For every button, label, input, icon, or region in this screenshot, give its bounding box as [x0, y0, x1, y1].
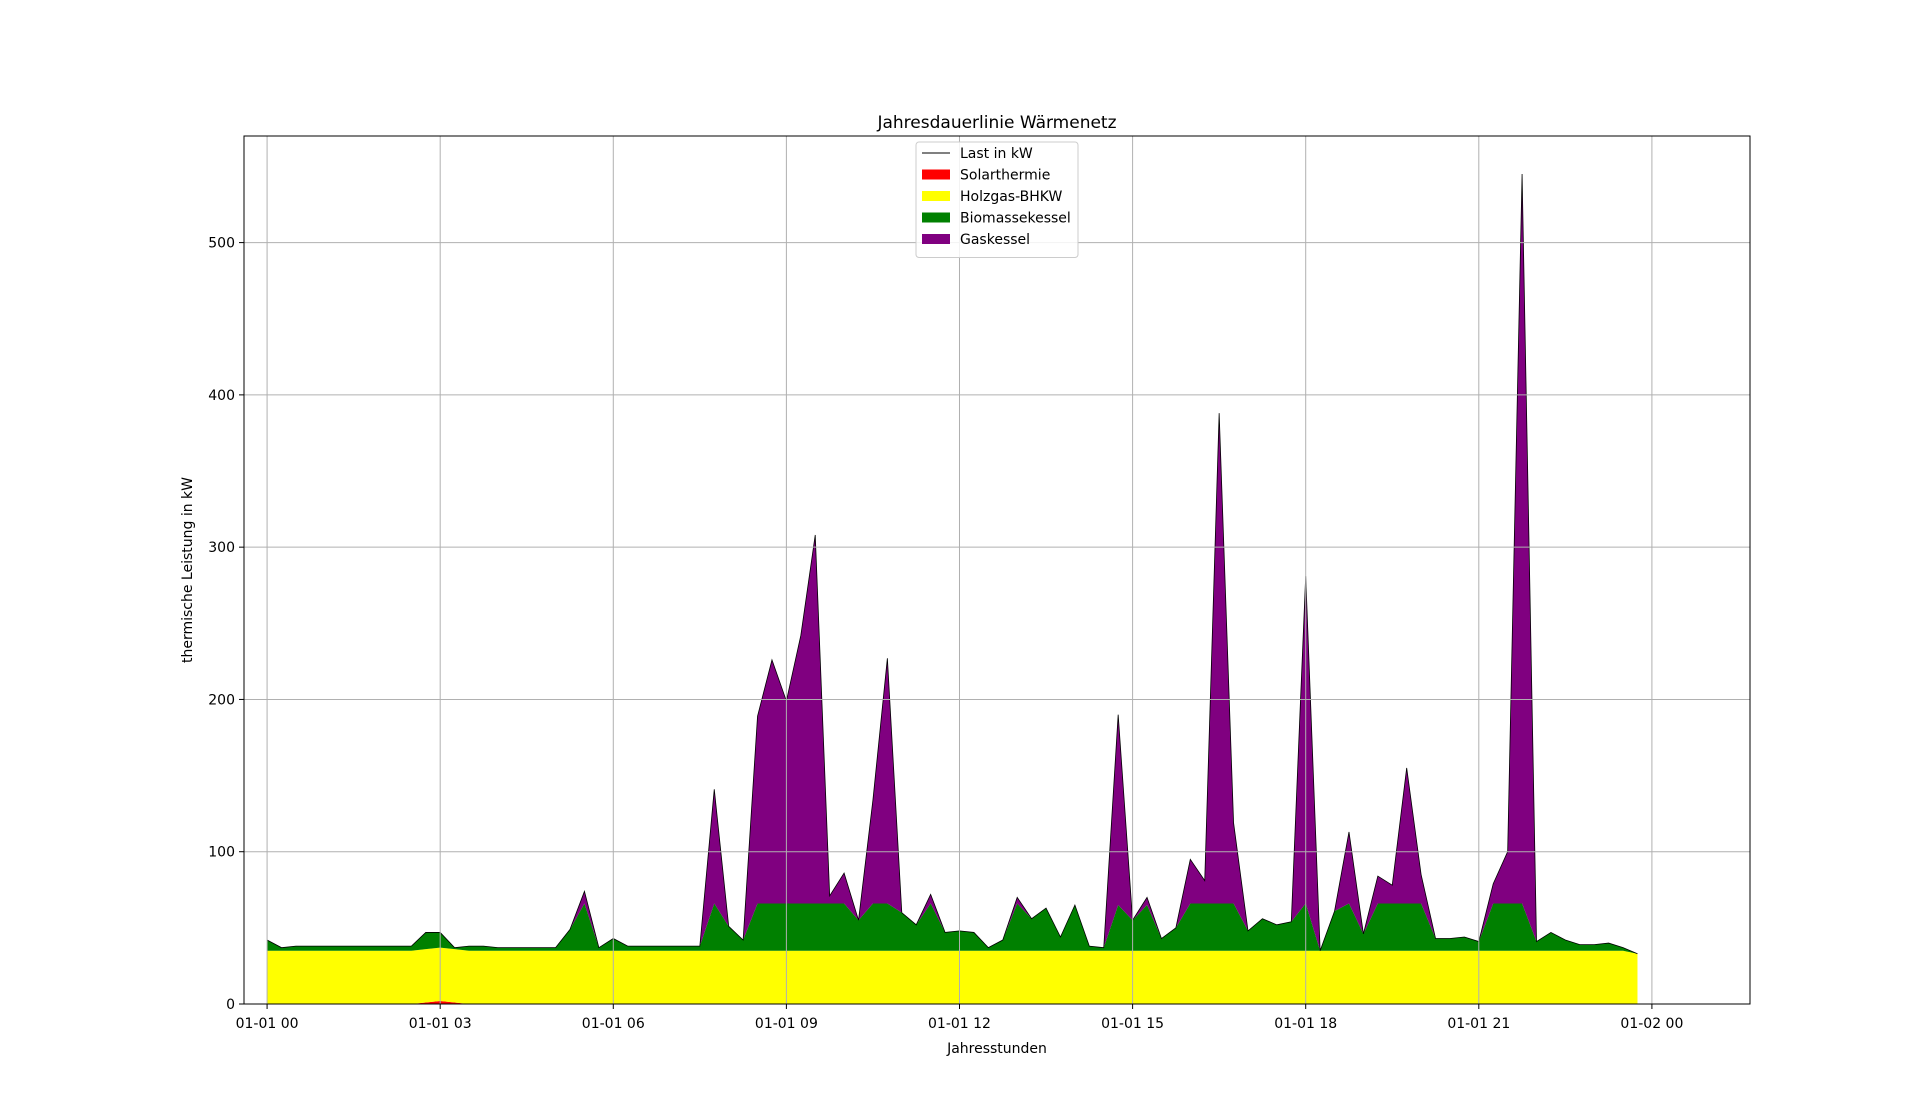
y-tick-label: 300 — [208, 540, 235, 556]
y-tick-label: 500 — [208, 236, 235, 252]
load-line-layer — [266, 174, 1638, 955]
axes-layer: 01-01 00 01-01 03 01-01 06 01-01 09 01-01 12… — [208, 135, 1751, 1032]
x-tick-label: 01-01 21 — [1447, 1016, 1510, 1032]
legend-box — [915, 141, 1079, 258]
chart-title: Jahresdauerlinie Wärmenetz — [876, 113, 1116, 133]
y-axis-label: thermische Leistung in kW — [180, 477, 196, 663]
load-line — [266, 174, 1638, 955]
legend: Last in kW Solarthermie Holzgas-BHKW Biomas… — [915, 141, 1079, 258]
y-tick-label: 100 — [208, 845, 235, 861]
x-tick-label: 01-01 12 — [928, 1016, 991, 1032]
y-tick-label: 200 — [208, 692, 235, 708]
x-tick-label: 01-01 15 — [1101, 1016, 1164, 1032]
x-tick-label: 01-01 06 — [582, 1016, 645, 1032]
legend-swatch — [922, 234, 950, 244]
x-tick-label: 01-02 00 — [1620, 1016, 1683, 1032]
legend-label: Holzgas-BHKW — [960, 189, 1062, 205]
x-tick-label: 01-01 03 — [409, 1016, 472, 1032]
area-holzgas-bhkw — [267, 947, 1638, 1004]
legend-label: Last in kW — [960, 146, 1033, 162]
area-gaskessel — [267, 174, 1638, 954]
x-tick-label: 01-01 00 — [236, 1016, 299, 1032]
y-tick-label: 0 — [226, 997, 235, 1013]
x-tick-label: 01-01 09 — [755, 1016, 818, 1032]
legend-swatch — [922, 191, 950, 201]
legend-swatch — [922, 212, 950, 223]
plot-frame — [243, 135, 1751, 1005]
x-axis-label: Jahresstunden — [946, 1041, 1047, 1057]
legend-label: Gaskessel — [960, 232, 1030, 248]
legend-swatch — [922, 169, 950, 180]
x-tick-label: 01-01 18 — [1274, 1016, 1337, 1032]
y-tick-label: 400 — [208, 388, 235, 404]
legend-label: Biomassekessel — [960, 211, 1071, 227]
legend-label: Solarthermie — [960, 168, 1050, 184]
